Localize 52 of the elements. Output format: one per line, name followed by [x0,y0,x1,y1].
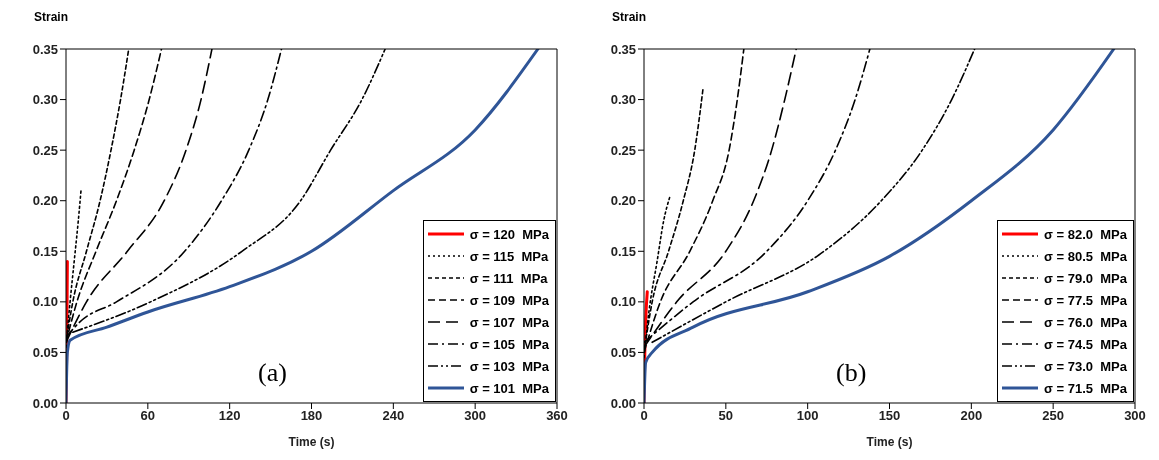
x-tick-label: 0 [62,408,70,424]
legend-label: σ = 77.5 MPa [1044,292,1127,308]
legend-label: σ = 105 MPa [469,336,549,352]
legend-label: σ = 79.0 MPa [1044,270,1127,286]
y-tick-label: 0.30 [32,92,58,108]
x-axis-title: Time (s) [866,435,913,449]
x-tick-label: 200 [960,408,983,424]
annotation: (b) [836,358,867,388]
y-tick-label: 0.00 [32,395,58,411]
y-tick-label: 0.05 [32,345,58,361]
x-tick-label: 50 [718,408,734,424]
legend-label: σ = 76.0 MPa [1044,314,1127,330]
x-tick-label: 0 [640,408,648,424]
legend-label: σ = 101 MPa [469,380,549,396]
x-tick-label: 240 [382,408,405,424]
x-tick-label: 60 [140,408,156,424]
x-axis-title: Time (s) [288,435,335,449]
y-tick-label: 0.30 [610,92,636,108]
legend-label: σ = 74.5 MPa [1044,336,1127,352]
legend-label: σ = 103 MPa [469,358,549,374]
y-tick-label: 0.15 [32,243,58,259]
y-axis-title: Strain [34,10,69,24]
legend-label: σ = 109 MPa [469,292,549,308]
legend-label: σ = 73.0 MPa [1044,358,1127,374]
legend-label: σ = 82.0 MPa [1044,226,1127,242]
y-tick-label: 0.25 [610,142,636,158]
legend-label: σ = 120 MPa [469,226,549,242]
x-tick-label: 180 [300,408,323,424]
legend-label: σ = 80.5 MPa [1044,248,1127,264]
y-tick-label: 0.10 [32,294,58,310]
y-tick-label: 0.00 [610,395,636,411]
x-tick-label: 120 [218,408,241,424]
x-tick-label: 360 [546,408,568,424]
x-tick-label: 300 [464,408,487,424]
x-tick-label: 150 [878,408,901,424]
x-tick-label: 250 [1042,408,1065,424]
annotation: (a) [258,358,287,388]
legend-label: σ = 71.5 MPa [1044,380,1127,396]
y-tick-label: 0.20 [32,193,58,209]
y-tick-label: 0.15 [610,243,636,259]
x-tick-label: 100 [796,408,819,424]
y-tick-label: 0.35 [32,41,58,57]
x-tick-label: 300 [1124,408,1146,424]
legend-label: σ = 115 MPa [469,248,549,264]
y-tick-label: 0.35 [610,41,636,57]
legend-label: σ = 107 MPa [469,314,549,330]
y-tick-label: 0.20 [610,193,636,209]
y-tick-label: 0.05 [610,345,636,361]
y-axis-title: Strain [612,10,647,24]
legend-label: σ = 111 MPa [469,270,548,286]
y-tick-label: 0.25 [32,142,58,158]
y-tick-label: 0.10 [610,294,636,310]
